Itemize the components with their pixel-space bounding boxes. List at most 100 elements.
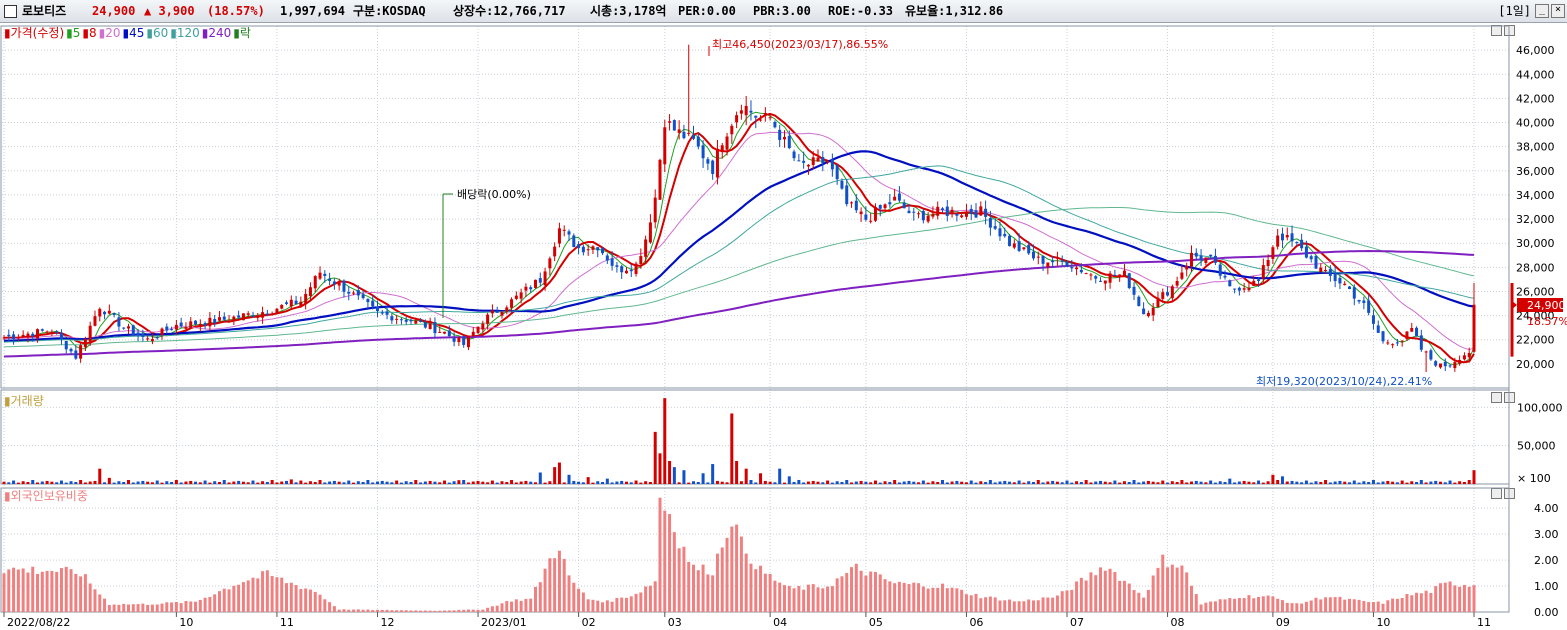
candle [1108,270,1112,289]
candle [1103,280,1107,291]
foreign-bar [1271,596,1275,612]
volume-bar [591,482,595,484]
volume-bar [1209,480,1213,484]
volume-bar [955,480,959,484]
foreign-bar [481,609,485,612]
foreign-bar [165,602,169,612]
volume-bar [893,480,897,484]
candle [1189,245,1193,272]
candle [409,318,413,325]
candle [332,278,336,290]
legend-item-7[interactable]: ▮240 [201,26,232,40]
volume-bar [562,482,566,484]
foreign-bar [1084,580,1088,612]
foreign-bar [1247,595,1251,612]
candle [873,203,877,223]
legend-item-6[interactable]: ▮120 [170,26,200,40]
volume-bar [1022,482,1026,484]
foreign-bar [792,588,796,612]
candle [936,201,940,220]
candle [562,225,566,237]
candle [792,149,796,162]
foreign-bar [1012,601,1016,612]
close-icon[interactable]: × [1551,4,1565,18]
foreign-bar [122,603,126,612]
candle [93,310,97,327]
foreign-bar [1424,590,1428,612]
foreign-bar [1204,602,1208,612]
candle [308,282,312,300]
foreign-bar [773,580,777,612]
candle [40,328,44,332]
x-tick-label: 04 [773,616,787,629]
candle [668,114,672,131]
volume-bar [941,480,945,484]
candle [447,325,451,338]
volume-bar [1008,481,1012,484]
price-tick-label: 44,000 [1516,68,1555,81]
price-tick-label: 34,000 [1516,189,1555,202]
foreign-bar [1290,603,1294,612]
candle [1357,299,1361,304]
candle [763,107,767,122]
candle [1185,262,1189,277]
candle [897,186,901,203]
candle [1199,249,1203,267]
volume-bar [960,481,964,484]
legend-item-2[interactable]: ▮8 [82,26,97,40]
candle [950,206,954,218]
candle [644,235,648,263]
candle [414,317,418,325]
legend-item-4[interactable]: ▮45 [122,26,145,40]
candle [141,329,145,342]
foreign-bar [926,588,930,612]
foreign-bar [103,598,107,612]
legend-item-8[interactable]: ▮락 [233,26,251,40]
candle [711,159,715,180]
volume-bar [1357,482,1361,484]
volume-bar [1223,482,1227,484]
volume-bar [1333,481,1337,484]
legend-item-3[interactable]: ▮20 [98,26,121,40]
candle [45,330,49,334]
candle [1218,262,1222,280]
volume-bar [1175,482,1179,484]
panel-checkbox[interactable] [4,5,17,18]
candle [1170,284,1174,302]
candle [1161,288,1165,303]
foreign-bar [648,585,652,612]
volume-bar [261,481,265,484]
candle [902,199,906,209]
candle [1252,275,1256,287]
volume-bar [131,482,135,484]
candle [385,306,389,320]
volume-bar [1280,476,1284,484]
period-selector[interactable]: [1일] [1498,4,1531,18]
foreign-bar [433,610,437,612]
volume-bar [1099,480,1103,484]
foreign-bar [505,601,509,612]
candle [1462,352,1466,361]
volume-bar [1438,481,1442,484]
volume-bar [1146,480,1150,484]
volume-bar [629,482,633,484]
candle [706,156,710,170]
foreign-bar [835,578,839,612]
minimize-icon[interactable]: _ [1535,4,1549,18]
volume-bar [1276,480,1280,484]
market-cap: 시총:3,178억 [590,4,667,18]
volume-panel-max-icon[interactable] [1491,392,1502,403]
volume-bar [380,480,384,484]
candle [1113,269,1117,276]
foreign-bar [1419,593,1423,612]
volume-bar [912,481,916,484]
legend-item-5[interactable]: ▮60 [146,26,169,40]
legend-item-0[interactable]: ▮가격(수정) [4,26,65,40]
foreign-bar [907,584,911,612]
foreign-bar [850,567,854,612]
volume-bar [725,482,729,484]
volume-bar [399,482,403,484]
candle [395,314,399,325]
legend-item-1[interactable]: ▮5 [66,26,81,40]
candle [577,241,581,255]
